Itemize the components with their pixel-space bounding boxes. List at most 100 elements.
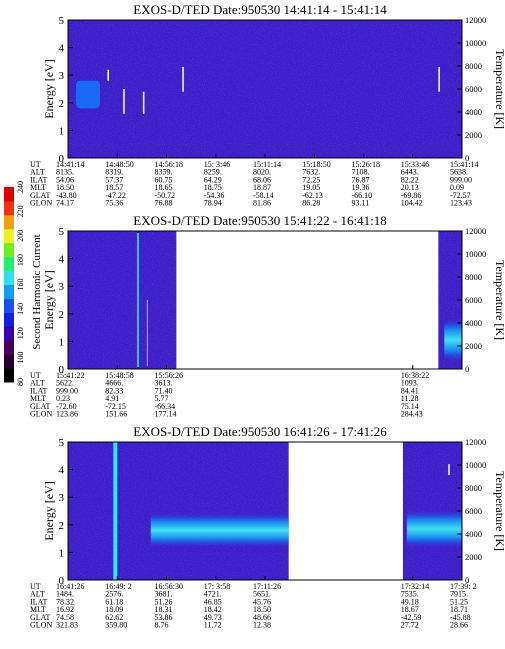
orbit-cell: 78.94	[204, 199, 222, 208]
orbit-cell: 1093.	[401, 379, 419, 388]
panel-1-plot-area	[67, 19, 463, 159]
orbit-cell: -43.80	[56, 191, 77, 200]
panel-3-title: EXOS-D/TED Date:950530 16:41:26 - 17:41:…	[133, 424, 387, 439]
y-tick-label: 1	[59, 547, 65, 559]
panel-1-y-axis-label: Energy [eV]	[42, 59, 56, 118]
vertical-streak	[136, 233, 139, 367]
orbit-cell: 16.92	[56, 605, 74, 614]
orbit-row-label: ILAT	[30, 386, 47, 395]
orbit-cell: 78.32	[56, 597, 74, 606]
right-tick-label: 0	[465, 575, 469, 585]
colorbar-swatch	[4, 228, 14, 244]
data-streak	[448, 464, 450, 476]
orbit-cell: 3681.	[155, 590, 173, 599]
orbit-cell: -47.22	[105, 191, 126, 200]
orbit-cell: 20.13	[401, 183, 419, 192]
orbit-cell: 999.00	[450, 175, 472, 184]
colorbar-swatch	[4, 256, 14, 272]
panel-2-title: EXOS-D/TED Date:950530 15:41:22 - 16:41:…	[133, 213, 386, 228]
orbit-cell: 18.65	[155, 183, 173, 192]
orbit-cell: 54.06	[56, 175, 74, 184]
right-tick-label: 6000	[465, 295, 482, 305]
vertical-streak	[113, 442, 118, 580]
panel-3-y-axis-label: Energy [eV]	[42, 481, 56, 540]
orbit-cell: 12.38	[253, 621, 271, 630]
right-tick-label: 8000	[465, 483, 482, 493]
orbit-cell: 86.28	[302, 199, 320, 208]
orbit-cell: -66.10	[352, 191, 373, 200]
panel-3-plot-area	[67, 441, 463, 581]
panel-2: EXOS-D/TED Date:950530 15:41:22 - 16:41:…	[30, 213, 505, 419]
energy-band	[406, 511, 462, 547]
colorbar-swatch	[4, 270, 14, 285]
y-tick-label: 4	[59, 465, 65, 477]
orbit-cell: 16:56:30	[155, 582, 183, 591]
orbit-cell: 5651.	[253, 590, 271, 599]
orbit-cell: 5622.	[56, 379, 74, 388]
orbit-cell: 321.83	[56, 621, 78, 630]
orbit-cell: 8359.	[155, 168, 173, 177]
right-tick-label: 4000	[465, 107, 482, 117]
panel-3: EXOS-D/TED Date:950530 16:41:26 - 17:41:…	[30, 424, 505, 630]
orbit-cell: 14:56:18	[155, 160, 183, 169]
orbit-cell: 17:39: 2	[450, 582, 476, 591]
orbit-cell: 15: 3:46	[204, 160, 230, 169]
orbit-cell: 51.26	[155, 597, 173, 606]
colorbar-swatch	[4, 200, 14, 216]
orbit-cell: 123.43	[450, 199, 472, 208]
colorbar-tick-label: 140	[16, 303, 25, 315]
data-speckle	[68, 231, 177, 369]
orbit-cell: 49.73	[204, 613, 222, 622]
orbit-cell: -72.60	[56, 402, 77, 411]
y-tick-label: 3	[59, 70, 65, 82]
orbit-row-label: GLAT	[30, 402, 51, 411]
orbit-cell: 123.86	[56, 410, 78, 419]
orbit-cell: 18.71	[450, 605, 468, 614]
orbit-cell: 48.66	[253, 613, 271, 622]
orbit-cell: 16:49: 2	[105, 582, 131, 591]
orbit-cell: 2576.	[105, 590, 123, 599]
orbit-cell: 0.09	[450, 183, 464, 192]
colorbar-title: Second Harmonic Current	[31, 234, 43, 349]
y-tick-label: 1	[59, 336, 65, 348]
orbit-cell: 18.42	[204, 605, 222, 614]
orbit-cell: 60.75	[155, 175, 173, 184]
orbit-cell: 104.42	[401, 199, 423, 208]
colorbar-swatch	[4, 312, 14, 327]
data-streak	[107, 69, 109, 81]
orbit-cell: 82.33	[105, 386, 123, 395]
y-tick-label: 5	[59, 15, 65, 27]
orbit-cell: -66.34	[155, 402, 176, 411]
orbit-cell: 6443.	[401, 168, 419, 177]
right-tick-label: 12000	[465, 15, 486, 25]
orbit-cell: 19.05	[302, 183, 320, 192]
orbit-cell: 68.06	[253, 175, 271, 184]
orbit-cell: 8135.	[56, 168, 74, 177]
panel-1: EXOS-D/TED Date:950530 14:41:14 - 15:41:…	[30, 2, 505, 208]
orbit-cell: 62.62	[105, 613, 123, 622]
orbit-row-label: MLT	[30, 605, 46, 614]
orbit-cell: 151.66	[105, 410, 127, 419]
colorbar-swatch	[4, 326, 14, 341]
orbit-cell: 3613.	[155, 379, 173, 388]
orbit-cell: 46.85	[204, 597, 222, 606]
orbit-cell: 1484.	[56, 590, 74, 599]
orbit-row-label: MLT	[30, 183, 46, 192]
orbit-row-label: GLON	[30, 621, 52, 630]
orbit-cell: -50.72	[155, 191, 176, 200]
right-tick-label: 10000	[465, 38, 486, 48]
orbit-row-label: ALT	[30, 379, 45, 388]
orbit-cell: 8319.	[105, 168, 123, 177]
y-tick-label: 5	[59, 437, 65, 449]
orbit-row-label: UT	[30, 582, 41, 591]
orbit-row-label: GLON	[30, 410, 52, 419]
orbit-cell: 4.91	[105, 394, 119, 403]
orbit-cell: 14:48:50	[105, 160, 133, 169]
orbit-cell: -54.36	[204, 191, 225, 200]
orbit-cell: 75.36	[105, 199, 123, 208]
y-tick-label: 2	[59, 520, 65, 532]
orbit-cell: 18.57	[105, 183, 123, 192]
colorbar-swatch	[4, 368, 14, 383]
y-tick-label: 3	[59, 492, 65, 504]
